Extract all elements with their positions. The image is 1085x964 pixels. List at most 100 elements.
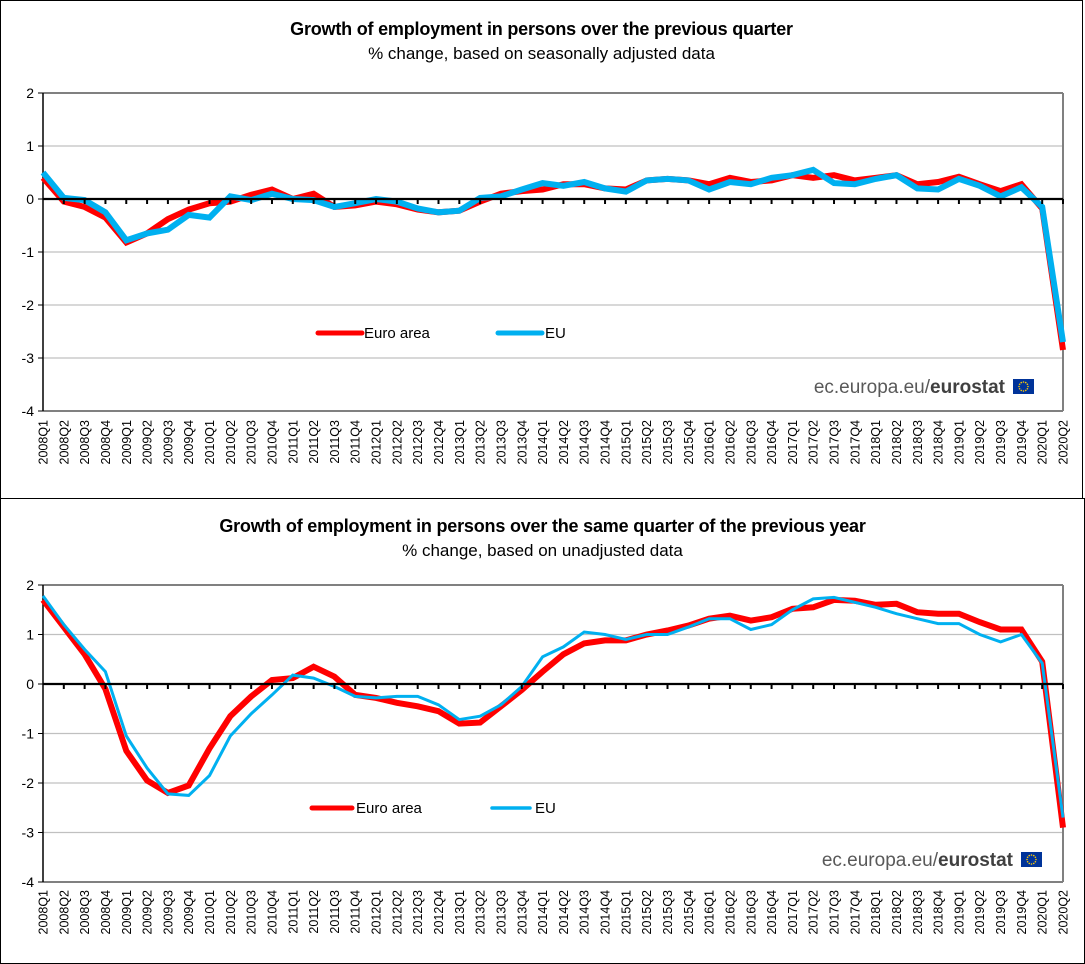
x-tick-label: 2018Q3	[911, 890, 925, 935]
x-tick-label: 2009Q1	[120, 890, 134, 935]
x-tick-label: 2013Q4	[515, 420, 529, 465]
eu-flag-star	[1026, 387, 1029, 390]
y-tick-label: -2	[22, 775, 35, 791]
series-line-euro-area	[40, 172, 1066, 351]
x-tick-label: 2008Q3	[78, 420, 92, 465]
x-tick-label: 2011Q2	[307, 890, 321, 934]
x-tick-label: 2011Q1	[286, 420, 300, 464]
eu-flag-background	[1021, 852, 1042, 867]
x-tick-label: 2015Q3	[661, 420, 675, 465]
y-tick-label: 2	[26, 85, 34, 101]
y-tick-label: -1	[22, 726, 35, 742]
x-tick-label: 2019Q4	[1015, 420, 1029, 465]
x-tick-label: 2019Q4	[1015, 890, 1029, 935]
x-tick-label: 2015Q3	[661, 890, 675, 935]
x-tick-label: 2019Q1	[952, 890, 966, 935]
eu-flag-star	[1028, 854, 1031, 857]
y-tick-label: -3	[22, 350, 35, 366]
eu-flag-star	[1018, 387, 1021, 390]
x-tick-label: 2008Q3	[78, 890, 92, 935]
x-tick-label: 2018Q2	[890, 890, 904, 935]
x-tick-label: 2015Q4	[682, 890, 696, 935]
x-tick-label: 2010Q1	[203, 420, 217, 465]
x-tick-label: 2015Q4	[682, 420, 696, 465]
x-tick-label: 2013Q2	[474, 420, 488, 465]
x-tick-label: 2009Q4	[182, 420, 196, 465]
eu-flag-star	[1030, 863, 1033, 865]
x-tick-label: 2017Q3	[828, 420, 842, 465]
eu-flag-star	[1020, 381, 1023, 384]
x-tick-label: 2011Q1	[286, 890, 300, 934]
eu-flag-star	[1024, 381, 1027, 384]
eu-flag-star	[1026, 383, 1029, 386]
x-tick-label: 2017Q2	[807, 420, 821, 465]
credit-eurostat: eurostat	[930, 377, 1006, 398]
y-tick-label: -3	[22, 825, 35, 841]
x-tick-label: 2013Q2	[474, 890, 488, 935]
eu-flag-star	[1034, 860, 1037, 863]
series-line-eu	[41, 595, 1065, 818]
x-tick-label: 2010Q4	[265, 420, 279, 465]
eu-flag-background	[1013, 379, 1034, 394]
x-tick-label: 2014Q1	[536, 890, 550, 935]
x-tick-label: 2014Q2	[557, 890, 571, 935]
x-tick-label: 2013Q3	[494, 420, 508, 465]
x-tick-label: 2018Q1	[869, 420, 883, 465]
x-tick-label: 2012Q3	[411, 420, 425, 465]
eu-flag-star	[1026, 856, 1029, 859]
y-tick-label: -2	[22, 297, 35, 313]
x-tick-label: 2009Q3	[161, 420, 175, 465]
x-tick-label: 2013Q4	[515, 890, 529, 935]
credit-domain: ec.europa.eu/	[822, 850, 939, 871]
y-tick-label: 1	[26, 627, 34, 643]
y-tick-label: -4	[22, 403, 35, 419]
eu-flag-star	[1022, 390, 1025, 392]
x-tick-label: 2017Q4	[848, 890, 862, 935]
x-tick-label: 2019Q3	[994, 420, 1008, 465]
y-tick-label: -1	[22, 244, 35, 260]
eu-flag-star	[1030, 854, 1033, 856]
chart-subtitle: % change, based on unadjusted data	[402, 541, 683, 560]
y-tick-label: 0	[26, 191, 34, 207]
x-tick-label: 2019Q2	[973, 890, 987, 935]
x-tick-label: 2012Q3	[411, 890, 425, 935]
x-tick-label: 2016Q1	[703, 420, 717, 465]
x-tick-label: 2008Q2	[57, 420, 71, 465]
x-tick-label: 2020Q1	[1036, 420, 1050, 465]
x-tick-label: 2008Q1	[37, 890, 51, 935]
x-tick-label: 2016Q4	[765, 420, 779, 465]
eu-flag-star	[1018, 383, 1021, 386]
credit-domain: ec.europa.eu/	[814, 377, 931, 398]
x-tick-label: 2009Q2	[141, 420, 155, 465]
x-tick-label: 2014Q3	[578, 890, 592, 935]
x-tick-label: 2009Q4	[182, 890, 196, 935]
x-tick-label: 2014Q4	[599, 420, 613, 465]
x-tick-label: 2013Q1	[453, 890, 467, 935]
x-tick-label: 2010Q3	[245, 420, 259, 465]
x-tick-label: 2014Q4	[599, 890, 613, 935]
x-tick-label: 2010Q4	[265, 890, 279, 935]
chart-title-block: Growth of employment in persons over the…	[1, 516, 1084, 561]
eu-flag-star	[1032, 854, 1035, 857]
x-tick-label: 2015Q2	[640, 420, 654, 465]
x-tick-label: 2018Q2	[890, 420, 904, 465]
x-tick-label: 2019Q1	[952, 420, 966, 465]
x-tick-label: 2016Q2	[723, 890, 737, 935]
y-tick-label: 2	[26, 577, 34, 593]
x-tick-label: 2018Q4	[932, 890, 946, 935]
x-tick-label: 2014Q3	[578, 420, 592, 465]
series-line-euro-area	[40, 596, 1066, 828]
x-tick-label: 2010Q1	[203, 890, 217, 935]
legend-label-eu: EU	[535, 800, 556, 817]
x-tick-label: 2020Q2	[1057, 890, 1071, 935]
eu-flag-icon	[1021, 852, 1042, 867]
x-tick-label: 2009Q1	[120, 420, 134, 465]
x-tick-label: 2012Q4	[432, 890, 446, 935]
x-tick-label: 2012Q1	[370, 890, 384, 935]
x-tick-label: 2016Q3	[744, 890, 758, 935]
x-tick-label: 2010Q2	[224, 420, 238, 465]
x-tick-label: 2016Q1	[703, 890, 717, 935]
eu-flag-star	[1026, 858, 1028, 861]
